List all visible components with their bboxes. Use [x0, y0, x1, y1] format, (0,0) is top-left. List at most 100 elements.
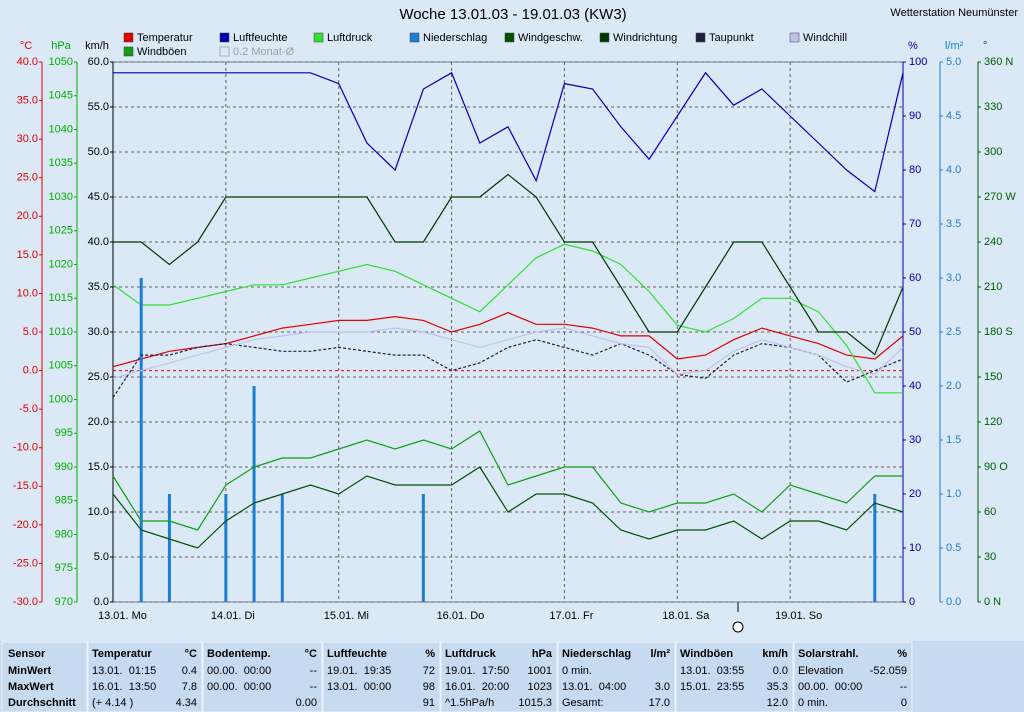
table-cell	[87, 641, 203, 712]
y-tick-label: 3.5	[946, 218, 961, 230]
y-tick-label: 1015	[49, 292, 73, 304]
cell-value: 0.0	[773, 665, 788, 677]
legend-swatch	[123, 32, 134, 43]
y-tick-label: 40.0	[88, 236, 109, 248]
row-label: MinWert	[8, 665, 52, 677]
table-cell	[1, 641, 88, 712]
y-tick-label: -5.0	[19, 403, 38, 415]
legend-label: Taupunkt	[709, 32, 754, 44]
y-tick-label: 30	[909, 434, 921, 446]
cell-value: 12.0	[767, 697, 788, 709]
y-tick-label: 30.0	[17, 133, 38, 145]
y-tick-label: 1030	[49, 191, 73, 203]
legend-swatch	[123, 46, 134, 57]
y-tick-label: -15.0	[13, 480, 38, 492]
cell-text: Elevation	[798, 665, 843, 677]
legend-label: Luftfeuchte	[233, 32, 287, 44]
y-tick-label: 70	[909, 218, 921, 230]
axis-unit: l/m²	[945, 40, 964, 52]
column-unit: hPa	[532, 648, 553, 660]
cell-value: 0.4	[182, 665, 197, 677]
y-tick-label: 210	[984, 281, 1002, 293]
y-tick-label: 1010	[49, 326, 73, 338]
y-tick-label: 35.0	[88, 281, 109, 293]
cell-text: 0 min.	[798, 697, 828, 709]
cell-value: 0	[901, 697, 907, 709]
legend-swatch	[219, 32, 230, 43]
clock-icon	[732, 621, 744, 633]
y-tick-label: 25.0	[88, 371, 109, 383]
cell-value: 7.8	[182, 681, 197, 693]
column-header: Temperatur	[92, 648, 152, 660]
y-tick-label: 1.5	[946, 434, 961, 446]
cell-value: 35.3	[767, 681, 788, 693]
y-tick-label: 30	[984, 551, 996, 563]
table-cell	[202, 641, 323, 712]
series-line	[112, 466, 904, 549]
series-line	[112, 430, 903, 531]
y-tick-label: 1005	[49, 360, 73, 372]
row-label: Sensor	[8, 648, 46, 660]
chart-title: Woche 13.01.03 - 19.01.03 (KW3)	[399, 6, 626, 23]
cell-text: 15.01. 23:55	[680, 681, 744, 693]
precip-bar	[873, 494, 877, 602]
y-tick-label: 1.0	[946, 488, 961, 500]
summary-table: Sensor MinWert MaxWert Durchschnitt Temperat…	[0, 641, 1024, 712]
y-tick-label: 80	[909, 164, 921, 176]
cell-value: 4.34	[176, 697, 197, 709]
y-tick-label: 980	[55, 528, 73, 540]
column-unit: °C	[185, 648, 197, 660]
cell-value: 72	[423, 665, 435, 677]
y-tick-label: 20.0	[17, 210, 38, 222]
y-tick-label: 30.0	[88, 326, 109, 338]
y-tick-label: 1045	[49, 90, 73, 102]
y-tick-label: 4.5	[946, 110, 961, 122]
y-tick-label: 5.0	[94, 551, 109, 563]
cell-value: --	[310, 665, 318, 677]
column-header: Niederschlag	[562, 648, 631, 660]
axis-unit: hPa	[51, 40, 71, 52]
cell-value: 1015.3	[518, 697, 552, 709]
precip-bar	[252, 386, 256, 602]
y-tick-label: 100	[909, 56, 927, 68]
x-tick-label: 14.01. Di	[211, 610, 255, 622]
cell-value: 17.0	[649, 697, 670, 709]
cell-text: 00.00. 00:00	[207, 681, 271, 693]
column-header: Bodentemp.	[207, 648, 271, 660]
legend-label: Windchill	[803, 32, 847, 44]
x-tick-label: 17.01. Fr	[549, 610, 593, 622]
y-tick-label: 2.5	[946, 326, 961, 338]
table-cell	[675, 641, 794, 712]
y-tick-label: -25.0	[13, 557, 38, 569]
y-tick-label: 0.5	[946, 542, 961, 554]
y-tick-label: 0 N	[984, 596, 1001, 608]
cell-text: 00.00. 00:00	[207, 665, 271, 677]
y-tick-label: 15.0	[88, 461, 109, 473]
legend-label: Windgeschw.	[518, 32, 583, 44]
series-line	[113, 71, 904, 193]
y-tick-label: 970	[55, 596, 73, 608]
legend-label: Windrichtung	[613, 32, 677, 44]
y-tick-label: 1040	[49, 123, 73, 135]
table-cell	[440, 641, 558, 712]
axis-unit: °	[983, 40, 987, 52]
legend-swatch	[695, 32, 706, 43]
series-line	[112, 327, 904, 379]
cell-value: 1001	[528, 665, 552, 677]
series-line	[113, 173, 904, 356]
cell-text: 19.01. 19:35	[327, 665, 391, 677]
cell-value: 3.0	[655, 681, 670, 693]
y-tick-label: 10.0	[17, 287, 38, 299]
y-tick-label: 300	[984, 146, 1002, 158]
cell-value: 91	[423, 697, 435, 709]
y-tick-label: -20.0	[13, 519, 38, 531]
y-tick-label: 15.0	[17, 249, 38, 261]
legend-label: Windböen	[137, 46, 187, 58]
cell-text: Gesamt:	[562, 697, 604, 709]
column-unit: %	[897, 648, 907, 660]
y-tick-label: 25.0	[17, 172, 38, 184]
y-tick-label: 0.0	[946, 596, 961, 608]
y-tick-label: 50.0	[88, 146, 109, 158]
y-tick-label: 40	[909, 380, 921, 392]
